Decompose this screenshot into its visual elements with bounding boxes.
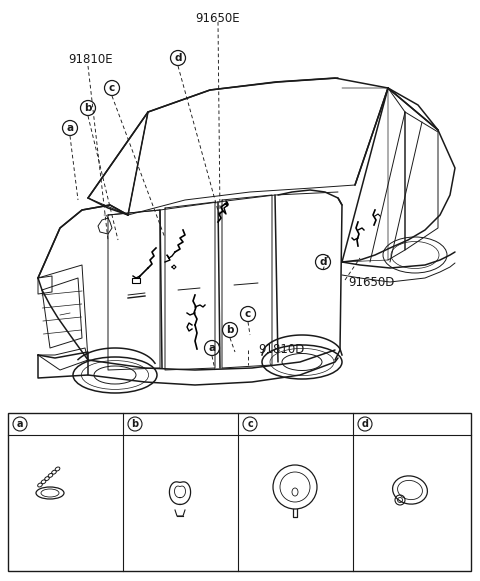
Text: 91413: 91413 — [16, 493, 45, 501]
Text: 91810E: 91810E — [68, 53, 113, 66]
FancyBboxPatch shape — [132, 278, 140, 283]
Text: 91513G: 91513G — [266, 419, 307, 429]
Text: d: d — [361, 419, 369, 429]
Text: c: c — [247, 419, 253, 429]
Text: b: b — [84, 103, 92, 113]
Text: d: d — [174, 53, 182, 63]
Text: 91591H: 91591H — [381, 419, 422, 429]
Text: 91650E: 91650E — [196, 12, 240, 25]
Text: a: a — [17, 419, 23, 429]
Text: a: a — [66, 123, 73, 133]
Text: c: c — [109, 83, 115, 93]
Text: 91810D: 91810D — [258, 343, 304, 356]
Bar — [8, 413, 471, 571]
Text: d: d — [319, 257, 327, 267]
Text: a: a — [208, 343, 216, 353]
Text: c: c — [245, 309, 251, 319]
Text: b: b — [132, 419, 139, 429]
Text: 91650D: 91650D — [348, 276, 395, 289]
Text: 91513A: 91513A — [151, 419, 191, 429]
Text: b: b — [226, 325, 234, 335]
Text: 91668: 91668 — [16, 507, 45, 515]
